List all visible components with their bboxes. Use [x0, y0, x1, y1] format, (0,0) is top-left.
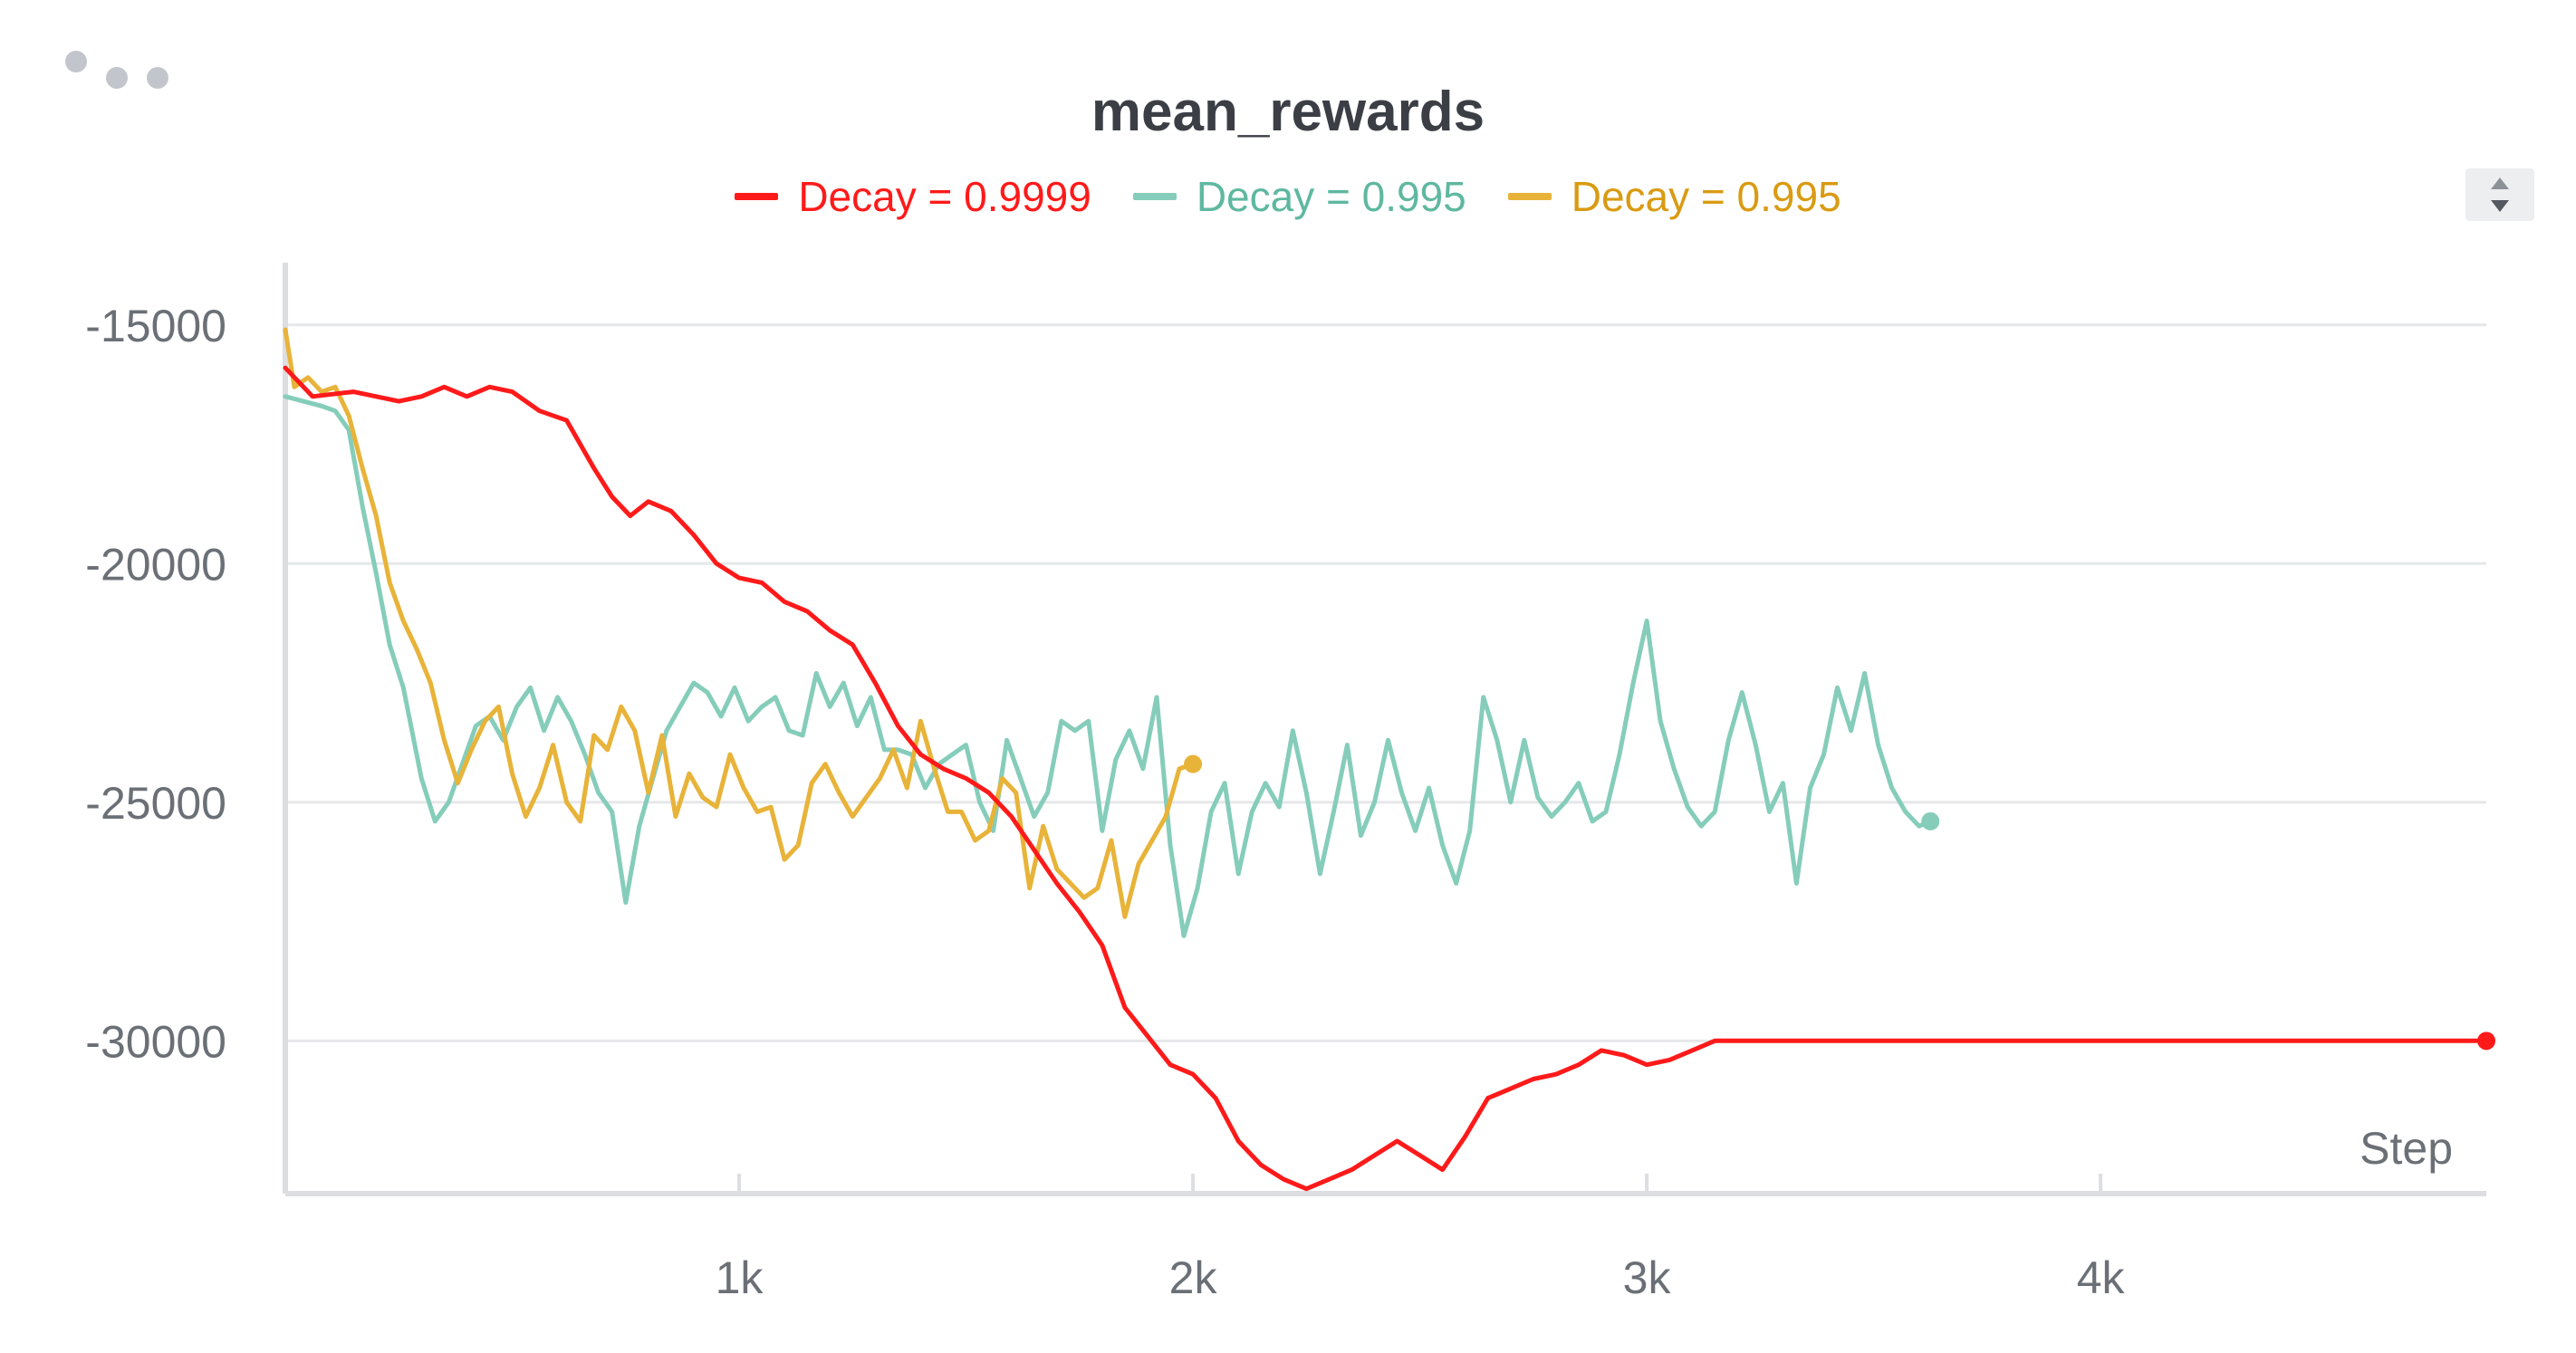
series-end-point [2477, 1032, 2495, 1051]
y-tick-label: -15000 [85, 301, 226, 351]
y-tick-label: -20000 [85, 539, 226, 590]
y-tick-label: -30000 [85, 1016, 226, 1067]
series-end-point [1921, 811, 1940, 830]
more-dots-icon[interactable] [63, 49, 181, 94]
x-tick-label: 4k [2077, 1252, 2126, 1303]
legend-swatch [1507, 193, 1552, 200]
x-tick-label: 2k [1169, 1252, 1218, 1303]
legend-swatch [1132, 193, 1177, 200]
legend-label: Decay = 0.995 [1196, 173, 1466, 220]
sort-arrows-icon[interactable] [2465, 168, 2534, 221]
y-tick-label: -25000 [85, 778, 226, 829]
legend-swatch [735, 193, 779, 200]
x-axis-label: Step [2360, 1123, 2453, 1174]
series-end-point [1184, 754, 1203, 773]
legend-label: Decay = 0.995 [1571, 173, 1841, 220]
legend: Decay = 0.9999 Decay = 0.995 Decay = 0.995 [0, 172, 2576, 221]
chart-title: mean_rewards [1091, 81, 1485, 143]
legend-item[interactable]: Decay = 0.9999 [735, 172, 1091, 221]
series-line [283, 327, 1196, 919]
series-line [283, 394, 1933, 938]
x-tick-label: 3k [1623, 1252, 1672, 1303]
x-tick-label: 1k [716, 1252, 764, 1303]
legend-item[interactable]: Decay = 0.995 [1507, 172, 1841, 221]
legend-item[interactable]: Decay = 0.995 [1132, 172, 1466, 221]
series-line [283, 365, 2489, 1192]
legend-label: Decay = 0.9999 [798, 173, 1091, 220]
